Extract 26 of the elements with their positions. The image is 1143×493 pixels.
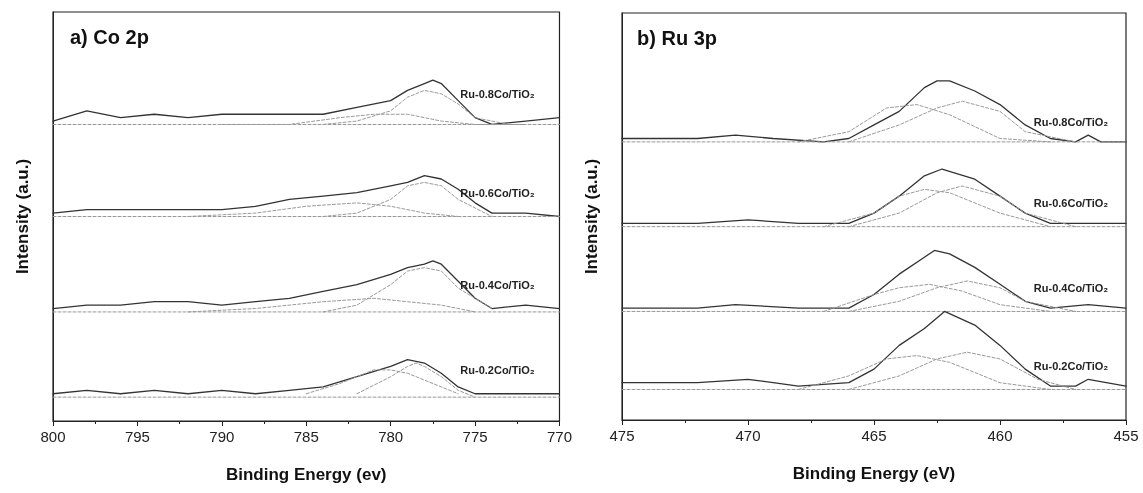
x-tick-label: 800 [40, 428, 66, 445]
x-tick-label: 790 [209, 428, 235, 445]
series-label: Ru-0.4Co/TiO₂ [1033, 282, 1109, 295]
x-tick-label: 785 [293, 428, 319, 445]
x-tick-label: 460 [987, 427, 1013, 444]
x-tick-label: 470 [735, 427, 761, 444]
y-axis-title: Intensity (a.u.) [582, 158, 601, 275]
series-label: Ru-0.6Co/TiO₂ [1033, 197, 1109, 210]
x-tick-label: 770 [546, 428, 572, 445]
x-tick-label: 775 [462, 428, 488, 445]
series-label: Ru-0.2Co/TiO₂ [1033, 360, 1109, 373]
x-tick-label: 475 [609, 427, 635, 444]
x-tick-label: 465 [861, 427, 887, 444]
x-tick-label: 780 [378, 428, 404, 445]
x-tick-label: 795 [124, 428, 150, 445]
chart-title: b) Ru 3p [637, 27, 717, 49]
series-label: Ru-0.8Co/TiO₂ [460, 87, 535, 100]
chart-title: a) Co 2p [70, 26, 149, 48]
series-label: Ru-0.4Co/TiO₂ [460, 278, 535, 291]
x-axis-title: Binding Energy (eV) [792, 464, 956, 483]
x-axis-title: Binding Energy (ev) [225, 465, 387, 484]
series-label: Ru-0.8Co/TiO₂ [1033, 115, 1109, 128]
series-label: Ru-0.2Co/TiO₂ [460, 363, 535, 376]
x-tick-label: 455 [1113, 427, 1139, 444]
series-label: Ru-0.6Co/TiO₂ [460, 186, 535, 199]
y-axis-title: Intensity (a.u.) [13, 158, 32, 275]
